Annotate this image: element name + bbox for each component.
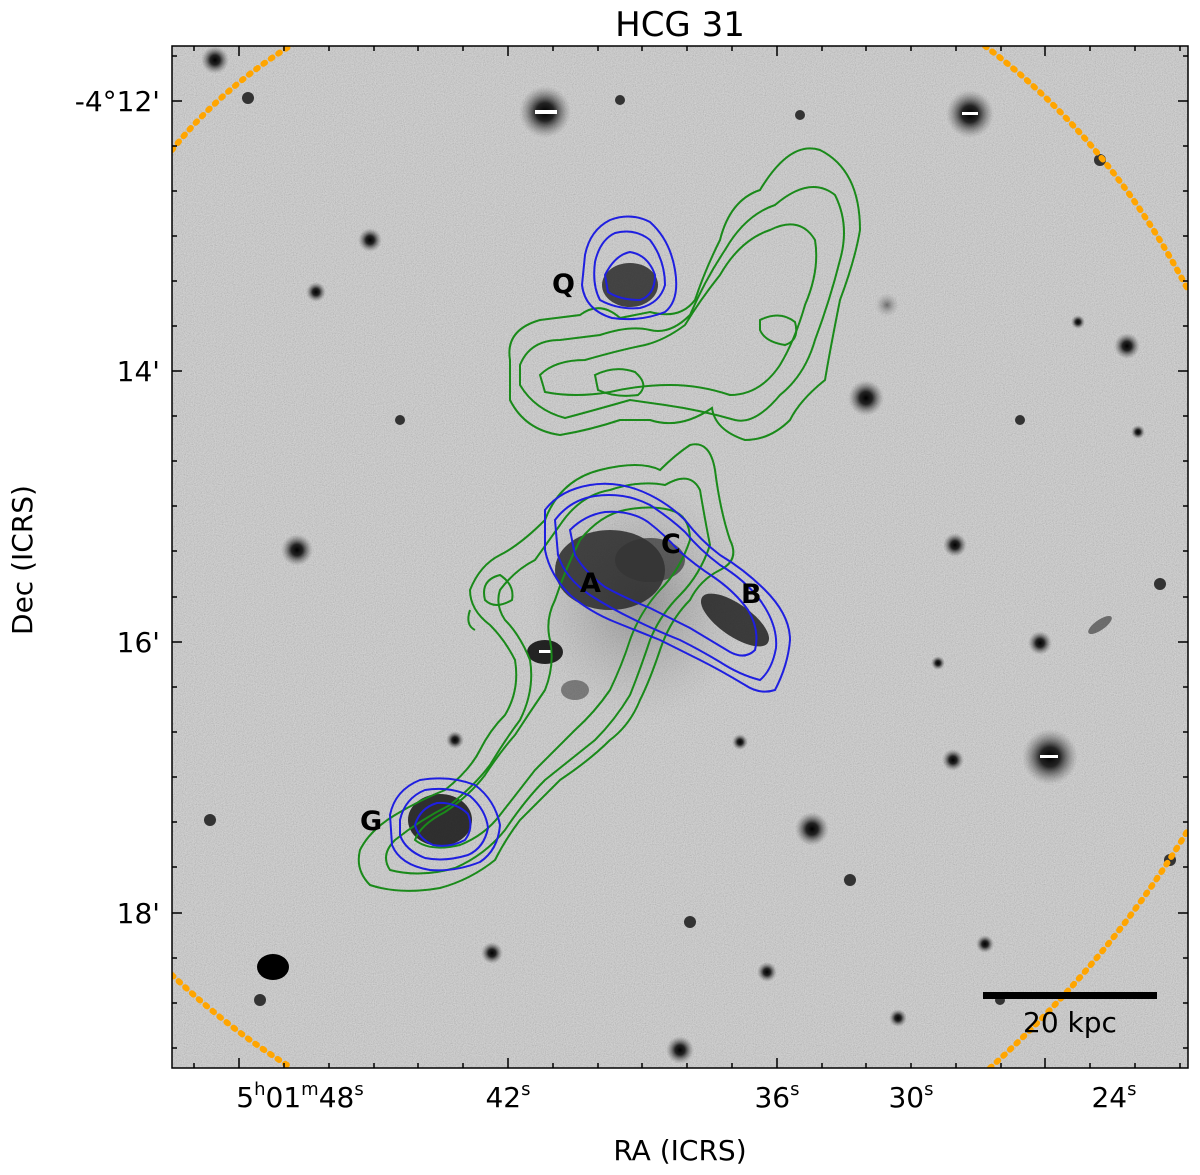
galaxy-label-g: G [360, 806, 382, 837]
galaxy-label-a: A [580, 568, 601, 599]
x-tick-label-4: 24s [1091, 1079, 1136, 1114]
x-tick-label-3: 30s [888, 1079, 933, 1114]
beam-icon [257, 954, 289, 980]
scale-bar [983, 992, 1157, 999]
x-axis-label: RA (ICRS) [613, 1134, 746, 1167]
plot-frame [171, 45, 1189, 1069]
x-tick-label-1: 42s [485, 1079, 530, 1114]
optical-image [172, 46, 1188, 1068]
x-tick-label-2: 36s [754, 1079, 799, 1114]
galaxy-labels: Q C A B G [360, 269, 762, 837]
galaxy-label-q: Q [552, 269, 575, 300]
y-tick-label-1: 14' [117, 355, 160, 388]
x-tick-label-0: 5h01m48s [236, 1079, 363, 1114]
y-tick-label-2: 16' [117, 626, 160, 659]
y-tick-label-3: 18' [117, 897, 160, 930]
contours-blue [388, 215, 792, 872]
x-tick-labels: 5h01m48s 42s 36s 30s 24s [236, 1079, 1136, 1114]
y-axis-label: Dec (ICRS) [6, 485, 39, 635]
axis-ticks [172, 46, 1188, 1068]
y-tick-labels: -4°12' 14' 16' 18' [75, 85, 160, 930]
scale-bar-label: 20 kpc [1023, 1006, 1117, 1039]
galaxy-label-c: C [661, 529, 681, 560]
hi-contours-green [357, 147, 862, 892]
figure-title: HCG 31 [615, 5, 745, 45]
primary-beam-circle [172, 46, 1188, 1068]
y-tick-label-0: -4°12' [75, 85, 160, 118]
galaxy-label-b: B [741, 579, 762, 610]
